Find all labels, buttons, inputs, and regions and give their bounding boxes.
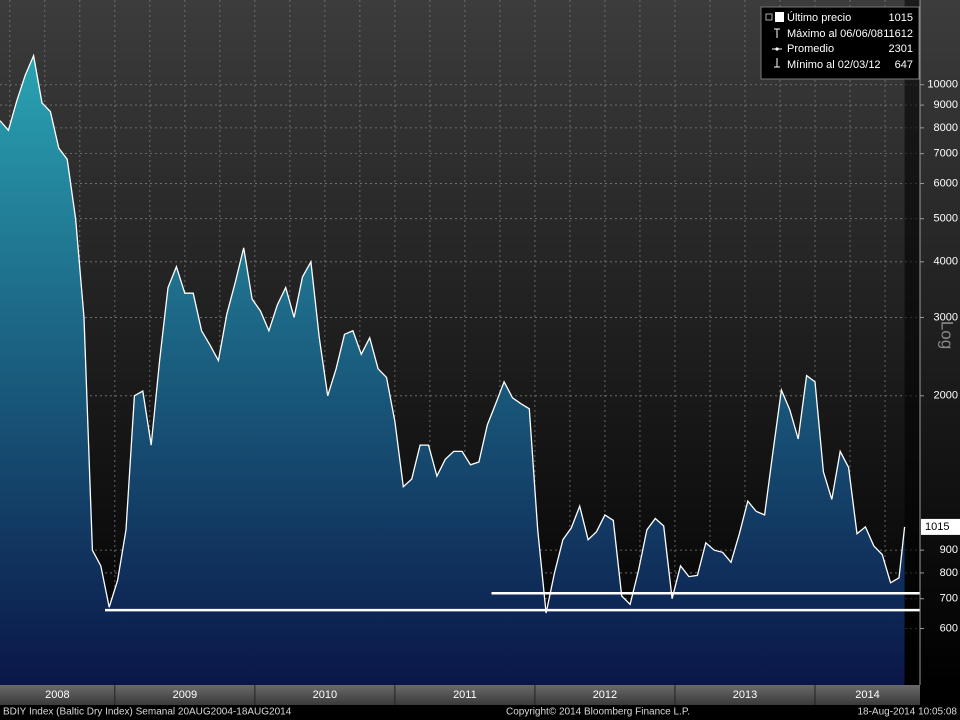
y-tick-label: 4000 <box>934 256 958 268</box>
x-tick-label: 2008 <box>45 689 69 701</box>
area <box>0 55 905 686</box>
x-tick-label: 2013 <box>733 689 757 701</box>
y-tick-label: 900 <box>940 544 958 556</box>
x-tick-label: 2009 <box>173 689 197 701</box>
legend-icon <box>774 28 780 38</box>
legend-collapse <box>765 13 773 21</box>
legend-icon <box>775 47 779 51</box>
legend-icon <box>774 58 780 68</box>
x-tick-label: 2014 <box>855 689 879 701</box>
y-tick-label: 5000 <box>934 213 958 225</box>
y-tick-label: 9000 <box>934 99 958 111</box>
footer-right: 18-Aug-2014 10:05:08 <box>857 707 957 718</box>
legend-box <box>760 6 920 80</box>
legend-icon <box>775 12 784 22</box>
legend-value: 11612 <box>883 28 913 40</box>
last-price-label: 1015 <box>925 521 949 533</box>
legend-value: 2301 <box>889 43 913 55</box>
marks <box>0 0 920 686</box>
legend-value: 1015 <box>889 12 913 24</box>
x-axis-band <box>0 685 920 705</box>
y-tick-label: 10000 <box>927 79 958 91</box>
legend-label: Mínimo al 02/03/12 <box>787 59 881 71</box>
y-tick-label: 6000 <box>934 177 958 189</box>
x-tick-label: 2010 <box>313 689 337 701</box>
y-tick-label: 3000 <box>934 311 958 323</box>
y-tick-label: 800 <box>940 567 958 579</box>
legend-label: Promedio <box>787 43 834 55</box>
footer-left: BDIY Index (Baltic Dry Index) Semanal 20… <box>3 707 292 718</box>
footer-center: Copyright© 2014 Bloomberg Finance L.P. <box>506 707 690 718</box>
no-data-region <box>904 0 920 685</box>
y-tick-label: 7000 <box>934 148 958 160</box>
last-price-box <box>921 518 960 535</box>
legend-label: Último precio <box>787 11 851 24</box>
y-tick-label: 600 <box>940 622 958 634</box>
axis: 600 700 800 900 2000 3000 4000 5000 6000 7000 8000… <box>45 79 960 705</box>
axis-label: Log <box>938 321 957 349</box>
legend: Último precio 1015 Máximo al 06/06/08 11… <box>760 6 920 80</box>
y-tick-label: 2000 <box>934 390 958 402</box>
legend-value: 647 <box>895 59 913 71</box>
line <box>0 53 906 614</box>
x-tick-label: 2011 <box>453 689 477 701</box>
legend-label: Máximo al 06/06/08 <box>787 28 883 40</box>
y-tick-label: 8000 <box>934 122 958 134</box>
y-tick-label: 700 <box>940 593 958 605</box>
x-tick-label: 2012 <box>593 689 617 701</box>
footer-band <box>0 705 960 720</box>
